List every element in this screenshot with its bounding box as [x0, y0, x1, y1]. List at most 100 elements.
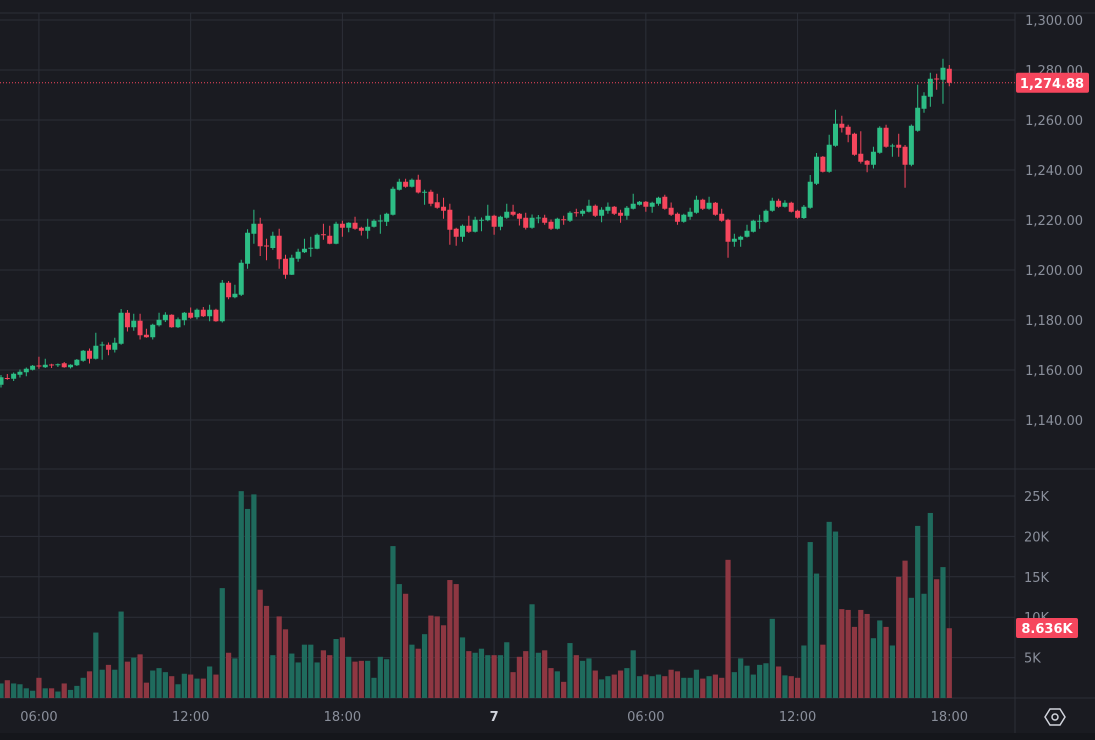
candle-body	[814, 156, 820, 184]
candle	[523, 212, 529, 230]
volume-bar	[826, 521, 832, 698]
volume-bar	[143, 682, 150, 698]
candle	[257, 217, 263, 256]
candle-body	[820, 156, 826, 172]
time-tick-label: 12:00	[779, 710, 816, 725]
price-tick-label: 1,240.00	[1025, 164, 1083, 179]
chart-settings-button[interactable]	[1043, 705, 1067, 729]
bottom-strip	[0, 733, 1095, 740]
volume-bar	[801, 645, 807, 698]
volume-bar	[421, 634, 428, 698]
volume-bar	[257, 589, 263, 698]
time-axis[interactable]: 06:00 12:00 18:00 7 06:00 12:00 18:00	[20, 710, 968, 725]
candle-body	[599, 209, 605, 216]
candle-body	[289, 257, 295, 275]
candle-body	[807, 181, 813, 208]
candle-body	[371, 220, 377, 227]
candle	[580, 209, 586, 217]
candle	[719, 208, 725, 222]
candle	[940, 58, 946, 104]
volume-bar	[516, 656, 523, 698]
price-tick-label: 1,300.00	[1025, 14, 1083, 29]
volume-bar	[181, 673, 187, 698]
candle-body	[580, 210, 586, 214]
volume-bar	[327, 655, 333, 698]
candle	[232, 284, 238, 299]
candle-body	[864, 160, 870, 165]
candle	[150, 323, 156, 340]
volume-bar	[921, 593, 927, 698]
candle	[42, 358, 48, 368]
candle-body	[915, 107, 921, 131]
time-tick-label: 12:00	[172, 710, 209, 725]
volume-bar	[712, 674, 718, 698]
candle	[902, 145, 908, 188]
candle	[289, 254, 295, 275]
volume-bar	[624, 668, 630, 698]
candle	[510, 204, 516, 217]
candle	[782, 200, 788, 208]
candle-body	[156, 319, 162, 326]
candle-body	[889, 145, 895, 147]
volume-bar	[434, 616, 440, 698]
candle-body	[384, 213, 390, 222]
volume-bar	[472, 652, 478, 698]
candle-body	[902, 146, 908, 165]
candle-body	[478, 219, 484, 221]
candle	[61, 362, 67, 368]
volume-bar	[794, 677, 801, 698]
volume-bar	[371, 677, 377, 698]
candle-body	[573, 212, 579, 214]
volume-bar	[725, 559, 731, 698]
volume-bar	[643, 674, 649, 698]
candle	[245, 229, 251, 269]
candle-body	[441, 206, 447, 211]
volume-tick-label: 5K	[1024, 652, 1041, 667]
candle	[207, 304, 213, 322]
volume-bar	[244, 508, 251, 698]
candle	[706, 196, 712, 210]
candle-body	[282, 258, 288, 275]
candle-body	[523, 217, 529, 228]
candle	[365, 218, 371, 239]
candle-body	[169, 314, 175, 328]
volume-bar	[839, 609, 845, 698]
candle-body	[377, 220, 383, 222]
candle	[276, 228, 282, 269]
candle	[497, 215, 503, 231]
candle	[55, 363, 61, 367]
candle-body	[105, 344, 111, 350]
candle	[105, 342, 111, 356]
volume-bar	[927, 512, 933, 698]
volume-bar	[807, 542, 813, 698]
candle-body	[346, 222, 352, 228]
volume-bar	[17, 684, 23, 698]
volume-bar	[542, 650, 548, 698]
last-volume-label: 8.636K	[1021, 622, 1073, 637]
price-axis[interactable]: 1,300.001,280.001,260.001,240.001,220.00…	[1025, 14, 1083, 429]
candle	[428, 189, 434, 207]
volume-bar	[908, 597, 914, 698]
candle-body	[529, 217, 535, 228]
candle	[409, 178, 415, 188]
candle	[390, 186, 396, 216]
candle	[308, 236, 314, 257]
volume-bar	[580, 660, 586, 698]
candle	[687, 207, 693, 220]
time-tick-label: 06:00	[20, 710, 57, 725]
candle	[655, 196, 661, 206]
candles	[0, 58, 952, 388]
volume-bar	[263, 605, 270, 698]
candle	[814, 153, 820, 185]
candle-body	[0, 377, 4, 385]
volume-axis[interactable]: 25K20K15K10K5K	[1024, 490, 1050, 667]
volume-bar	[738, 658, 744, 698]
candle-body	[624, 207, 630, 216]
candle	[213, 308, 219, 322]
candle-body	[333, 223, 339, 244]
candle	[889, 143, 895, 157]
candle-body	[188, 312, 194, 318]
candle-body	[314, 234, 320, 249]
volume-bar	[365, 660, 371, 698]
